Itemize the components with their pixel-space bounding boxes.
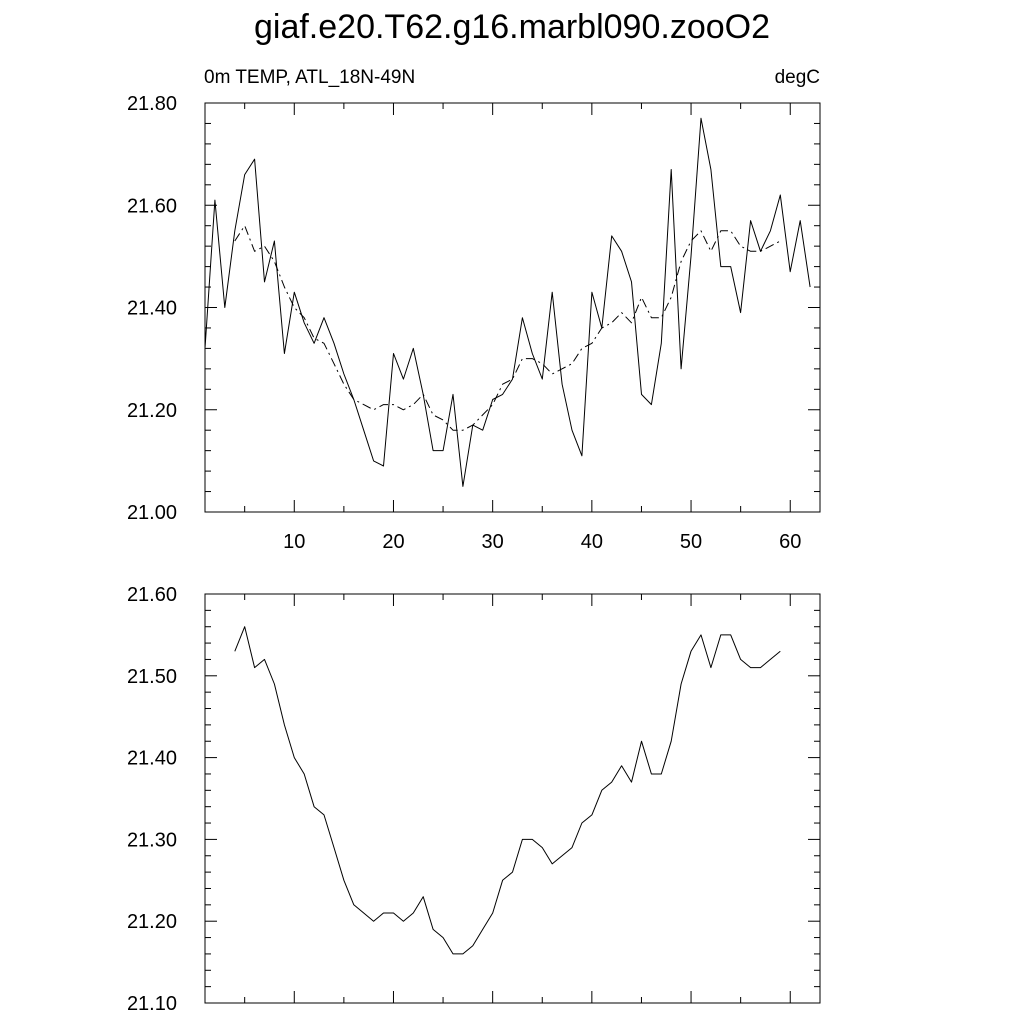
panel1-subtitle-left: 0m TEMP, ATL_18N-49N [204,67,415,88]
panel1-ytick-label: 21.80 [127,93,177,115]
panel1-series-2-line [234,225,781,431]
panel2-ytick-label: 21.10 [127,993,177,1015]
panel1-frame [204,102,821,513]
panel2-series-1-line [234,626,781,955]
panel1-subtitle-right: degC [775,67,820,88]
chart-title: giaf.e20.T62.g16.marbl090.zooO2 [254,8,770,46]
panel2-ytick-label: 21.30 [127,829,177,851]
panel1-xtick-label: 60 [779,531,801,553]
panel1-plot: 10 20 30 40 50 60 21.00 21.20 21.40 21.60 21.80 [127,93,821,553]
panel2-frame [204,593,821,1004]
panel2-ytick-label: 21.20 [127,911,177,933]
panel2-ytick-label: 21.40 [127,748,177,770]
panel2-ytick-label: 21.60 [127,584,177,606]
panel1-ytick-label: 21.20 [127,400,177,422]
panel1-xtick-label: 30 [482,531,504,553]
panel1-ytick-label: 21.00 [127,502,177,524]
panel1-xtick-label: 10 [283,531,305,553]
panel1-ytick-label: 21.60 [127,195,177,217]
panel2-plot: 21.10 21.20 21.30 21.40 21.50 21.60 [127,584,821,1015]
panel1-xtick-label: 50 [680,531,702,553]
panel2-ytick-label: 21.50 [127,666,177,688]
panel1-series-1-line [204,117,811,487]
panel1-xtick-label: 20 [382,531,404,553]
panel1-ytick-label: 21.40 [127,298,177,320]
panel1-xtick-label: 40 [581,531,603,553]
